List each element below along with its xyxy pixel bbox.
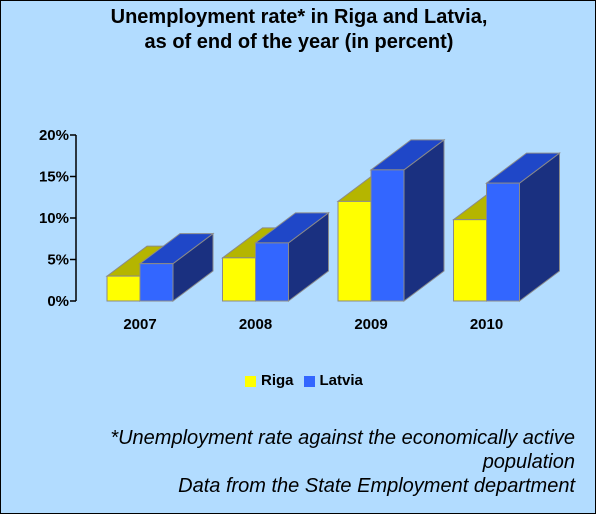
- legend-label-riga: Riga: [261, 372, 294, 389]
- x-tick-label: 2007: [123, 316, 156, 333]
- bar-riga-2010-front: [453, 219, 487, 302]
- chart-title-line-1: Unemployment rate* in Riga and Latvia,: [110, 6, 488, 28]
- x-tick-label: 2009: [354, 316, 387, 333]
- bars: [105, 138, 561, 302]
- bar-latvia-2009-front: [370, 169, 405, 302]
- bar-latvia-2009: [369, 138, 446, 302]
- footnote: *Unemployment rate against the economica…: [15, 426, 575, 498]
- x-tick-label: 2008: [239, 316, 272, 333]
- chart-title: Unemployment rate* in Riga and Latvia, a…: [1, 5, 595, 55]
- y-tick-label: 10%: [39, 210, 69, 227]
- bar-latvia-2010-front: [486, 182, 520, 302]
- y-tick-label: 5%: [47, 252, 69, 269]
- legend-swatch-latvia: [303, 375, 315, 387]
- bar-riga-2009-front: [337, 200, 372, 302]
- legend-item-latvia: Latvia: [303, 371, 363, 391]
- footnote-line-3: Data from the State Employment departmen…: [178, 475, 575, 497]
- legend-swatch-riga: [245, 375, 256, 387]
- chart-title-line-2: as of end of the year (in percent): [144, 31, 454, 53]
- bar-latvia-2008-front: [255, 242, 289, 302]
- legend-item-riga: Riga: [245, 371, 294, 391]
- x-axis-labels: 2007 2008 2009 2010: [123, 316, 503, 333]
- y-axis: 0% 5% 10% 15% 20%: [39, 127, 77, 310]
- bar-latvia-2008: [254, 211, 330, 302]
- bar-latvia-2010: [485, 152, 561, 302]
- footnote-line-1: *Unemployment rate against the economica…: [110, 427, 575, 449]
- x-tick-label: 2010: [470, 316, 503, 333]
- y-tick-label: 20%: [39, 127, 69, 144]
- bar-riga-2007-front: [106, 275, 141, 302]
- legend-label-latvia: Latvia: [319, 372, 363, 389]
- bar-latvia-2007: [138, 232, 215, 302]
- legend: Riga Latvia: [245, 371, 363, 391]
- footnote-line-2: population: [482, 451, 575, 473]
- bar-riga-2008-front: [222, 257, 256, 302]
- bar-latvia-2007-front: [139, 263, 174, 302]
- y-tick-label: 15%: [39, 169, 69, 186]
- y-tick-label: 0%: [47, 293, 69, 310]
